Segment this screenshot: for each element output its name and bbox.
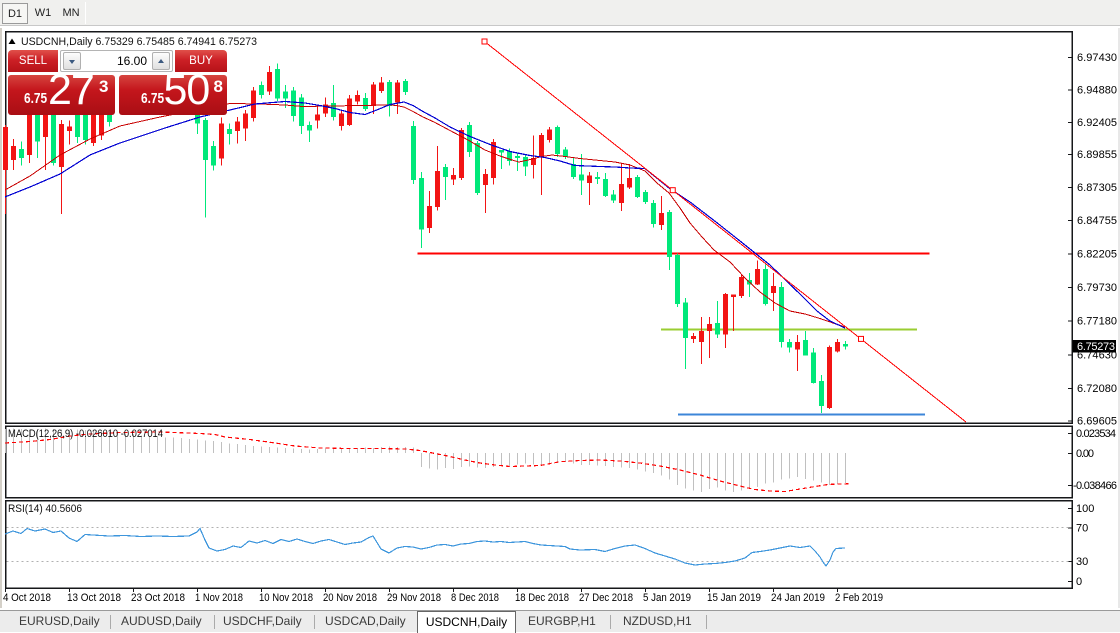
svg-text:6.94880: 6.94880	[1077, 85, 1117, 97]
svg-text:29 Nov 2018: 29 Nov 2018	[387, 592, 441, 604]
svg-text:6.79730: 6.79730	[1077, 282, 1117, 294]
svg-text:6.82205: 6.82205	[1077, 249, 1117, 261]
svg-text:1 Nov 2018: 1 Nov 2018	[195, 592, 243, 604]
svg-text:13 Oct 2018: 13 Oct 2018	[67, 592, 121, 604]
svg-text:6.69605: 6.69605	[1077, 416, 1117, 428]
svg-text:20 Nov 2018: 20 Nov 2018	[323, 592, 377, 604]
svg-text:18 Dec 2018: 18 Dec 2018	[515, 592, 569, 604]
svg-text:23 Oct 2018: 23 Oct 2018	[131, 592, 185, 604]
svg-text:0.00: 0.00	[1076, 448, 1094, 460]
svg-text:30: 30	[1076, 556, 1088, 568]
svg-text:27 Dec 2018: 27 Dec 2018	[579, 592, 633, 604]
svg-text:-0.038466: -0.038466	[1073, 480, 1117, 492]
svg-text:8 Dec 2018: 8 Dec 2018	[451, 592, 499, 604]
svg-text:0: 0	[1076, 576, 1082, 588]
svg-text:24 Jan 2019: 24 Jan 2019	[771, 592, 825, 604]
svg-text:USDCNH,Daily 6.75329 6.75485: USDCNH,Daily 6.75329 6.75485 6.74941 6.7…	[21, 36, 257, 48]
svg-text:15 Jan 2019: 15 Jan 2019	[707, 592, 761, 604]
svg-text:MACD(12,26,9) -0.026010 -0.027: MACD(12,26,9) -0.026010 -0.027014	[8, 428, 163, 440]
svg-text:RSI(14) 40.5606: RSI(14) 40.5606	[8, 503, 82, 515]
svg-text:5 Jan 2019: 5 Jan 2019	[643, 592, 691, 604]
svg-text:6.72080: 6.72080	[1077, 383, 1117, 395]
svg-text:6.75273: 6.75273	[1077, 341, 1115, 353]
svg-text:4 Oct 2018: 4 Oct 2018	[3, 592, 51, 604]
svg-text:6.84755: 6.84755	[1077, 215, 1117, 227]
svg-text:6.92405: 6.92405	[1077, 117, 1117, 129]
svg-text:0.023534: 0.023534	[1076, 428, 1116, 440]
svg-text:6.89855: 6.89855	[1077, 149, 1117, 161]
svg-text:6.97430: 6.97430	[1077, 52, 1117, 64]
svg-text:2 Feb 2019: 2 Feb 2019	[835, 592, 883, 604]
svg-text:70: 70	[1076, 523, 1088, 535]
svg-text:6.77180: 6.77180	[1077, 316, 1117, 328]
svg-text:6.87305: 6.87305	[1077, 182, 1117, 194]
svg-text:10 Nov 2018: 10 Nov 2018	[259, 592, 313, 604]
svg-text:100: 100	[1076, 503, 1094, 515]
